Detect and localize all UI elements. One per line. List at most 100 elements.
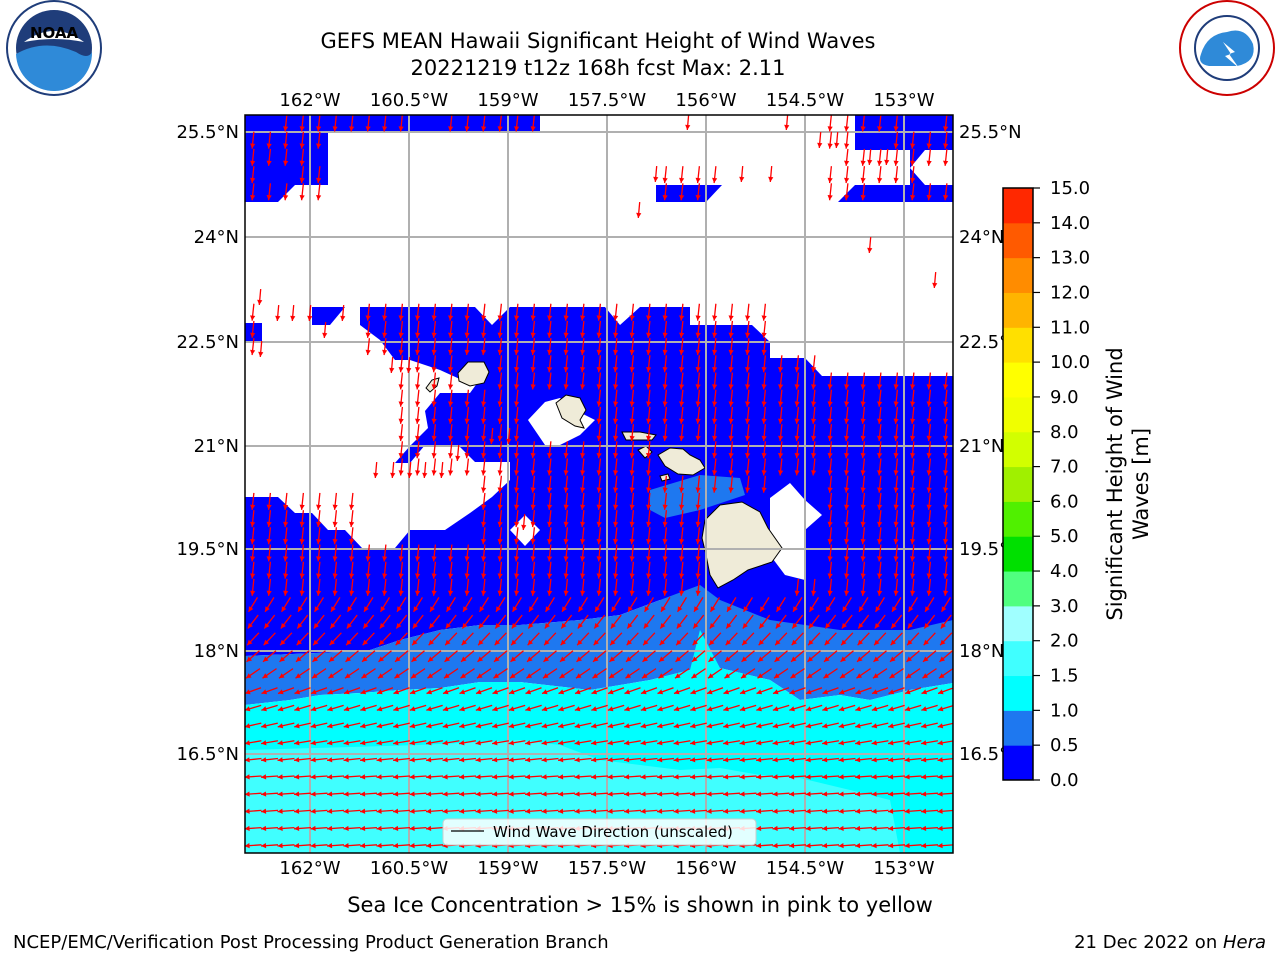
- wind-wave-arrow: [629, 424, 635, 442]
- colorbar-tick-label: 1.0: [1050, 700, 1079, 721]
- wind-wave-arrow: [310, 843, 328, 849]
- wind-wave-arrow: [794, 389, 800, 407]
- wind-wave-arrow: [299, 115, 305, 132]
- wind-wave-arrow: [442, 791, 460, 797]
- wind-wave-arrow: [768, 165, 774, 183]
- wind-wave-arrow: [662, 303, 668, 321]
- wind-wave-arrow: [359, 843, 378, 849]
- wind-wave-arrow: [349, 527, 355, 545]
- wind-wave-arrow: [923, 632, 936, 646]
- wind-wave-arrow: [431, 561, 437, 579]
- wind-wave-arrow: [646, 578, 652, 596]
- wind-wave-arrow: [580, 441, 586, 459]
- wind-wave-arrow: [580, 510, 586, 528]
- wind-wave-arrow: [398, 115, 404, 132]
- wind-wave-arrow: [530, 320, 536, 338]
- colorbar-tick-label: 10.0: [1050, 352, 1090, 373]
- wind-wave-arrow: [365, 303, 371, 321]
- wind-wave-arrow: [907, 597, 919, 613]
- wind-wave-arrow: [558, 740, 575, 746]
- wind-wave-arrow: [574, 704, 592, 712]
- wind-wave-arrow: [530, 492, 536, 510]
- wind-wave-arrow: [547, 303, 553, 321]
- wind-wave-arrow: [937, 843, 953, 849]
- wind-wave-arrow: [860, 406, 866, 424]
- wind-wave-arrow: [596, 475, 602, 493]
- wind-wave-arrow: [679, 544, 685, 562]
- wind-wave-arrow: [877, 166, 883, 184]
- wind-wave-arrow: [278, 668, 294, 679]
- wind-wave-arrow: [728, 441, 734, 459]
- wind-wave-arrow: [525, 740, 542, 746]
- wind-wave-arrow: [741, 632, 755, 646]
- wind-wave-arrow: [398, 561, 404, 579]
- wind-wave-arrow: [811, 441, 817, 459]
- wind-wave-arrow: [547, 320, 553, 338]
- wind-wave-arrow: [739, 704, 757, 712]
- wind-wave-arrow: [761, 406, 767, 424]
- wind-wave-arrow: [530, 544, 536, 562]
- wind-wave-arrow: [426, 740, 443, 746]
- wind-wave-arrow: [425, 825, 444, 832]
- wind-wave-arrow: [297, 597, 308, 613]
- wind-wave-arrow: [398, 303, 404, 321]
- wind-wave-arrow: [877, 475, 883, 493]
- wind-wave-arrow: [629, 510, 635, 528]
- colorbar-tick-label: 11.0: [1050, 317, 1090, 338]
- wind-wave-arrow: [673, 687, 691, 695]
- wind-wave-arrow: [299, 544, 305, 562]
- wind-wave-arrow: [541, 808, 559, 814]
- wind-wave-arrow: [662, 389, 668, 407]
- wind-wave-arrow: [613, 527, 619, 545]
- wind-wave-arrow: [442, 740, 460, 746]
- wind-wave-arrow: [841, 597, 853, 613]
- wind-wave-arrow: [299, 578, 305, 596]
- wind-wave-arrow: [905, 668, 921, 679]
- wind-wave-arrow: [547, 475, 553, 493]
- wind-wave-arrow: [250, 578, 256, 596]
- wind-wave-arrow: [382, 115, 388, 132]
- wind-wave-arrow: [277, 704, 295, 712]
- wind-wave-arrow: [481, 441, 487, 459]
- wind-wave-arrow: [676, 597, 688, 613]
- wind-wave-arrow: [646, 441, 652, 459]
- wind-wave-arrow: [431, 424, 437, 442]
- wind-wave-arrow: [250, 338, 256, 356]
- wind-wave-arrow: [510, 650, 524, 663]
- wind-wave-arrow: [343, 687, 361, 695]
- wind-wave-arrow: [527, 614, 540, 629]
- wind-wave-arrow: [293, 825, 312, 832]
- wind-wave-arrow: [613, 544, 619, 562]
- wind-wave-arrow: [392, 774, 411, 780]
- wind-wave-arrow: [422, 461, 428, 479]
- colorbar-tick-label: 5.0: [1050, 526, 1079, 547]
- wind-wave-arrow: [497, 510, 503, 528]
- wind-wave-arrow: [349, 492, 355, 510]
- wind-wave-arrow: [937, 740, 953, 746]
- colorbar-tick-label: 9.0: [1050, 387, 1079, 408]
- wind-wave-arrow: [530, 458, 536, 476]
- wind-wave-arrow: [330, 597, 341, 613]
- wind-wave-arrow: [640, 687, 658, 695]
- wind-wave-arrow: [761, 338, 767, 356]
- wind-wave-arrow: [629, 406, 635, 424]
- wind-wave-arrow: [937, 722, 953, 729]
- wind-wave-arrow: [415, 458, 421, 476]
- wind-wave-arrow: [904, 722, 922, 729]
- wind-wave-arrow: [393, 704, 410, 712]
- wind-wave-arrow: [365, 578, 371, 596]
- wind-wave-arrow: [310, 757, 328, 763]
- wind-wave-arrow: [580, 578, 586, 596]
- wind-wave-arrow: [346, 614, 358, 629]
- wind-wave-arrow: [613, 424, 619, 442]
- wind-wave-arrow: [723, 687, 740, 695]
- wind-wave-arrow: [827, 372, 833, 390]
- wind-wave-arrow: [327, 687, 344, 695]
- wind-wave-arrow: [807, 632, 821, 646]
- wind-wave-arrow: [591, 704, 608, 712]
- wind-wave-arrow: [448, 115, 454, 132]
- wind-wave-arrow: [921, 687, 938, 695]
- wind-wave-arrow: [508, 791, 526, 797]
- wind-wave-arrow: [774, 650, 788, 663]
- wind-wave-arrow: [822, 722, 839, 729]
